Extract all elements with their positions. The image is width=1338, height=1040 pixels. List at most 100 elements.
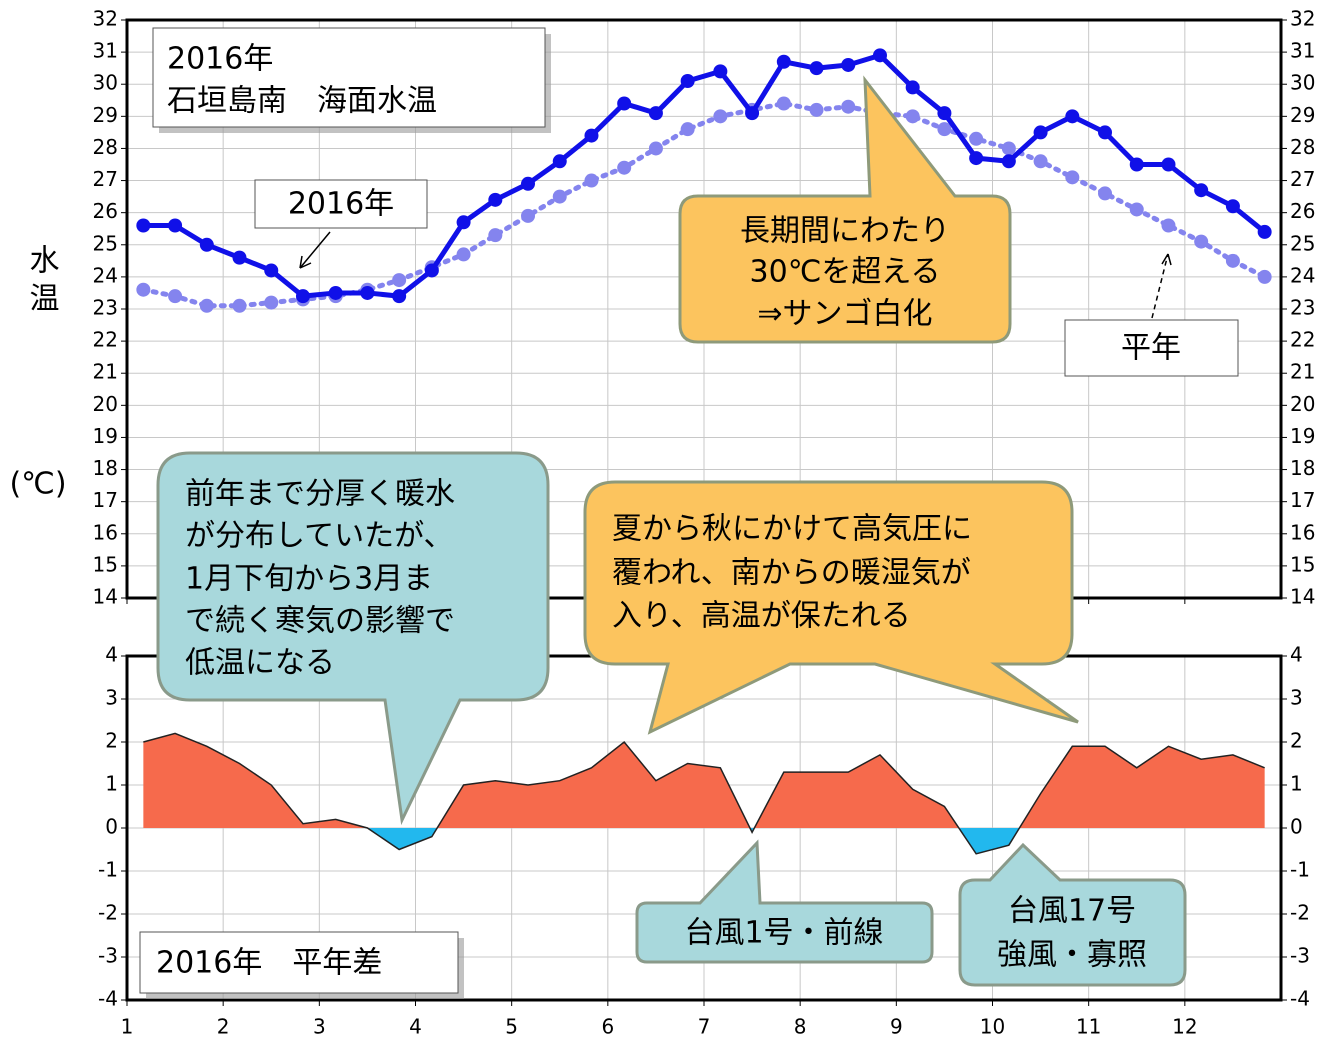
y-tick-label: 26 <box>93 199 118 223</box>
point <box>1001 141 1016 156</box>
y-tick-label: 0 <box>105 815 118 839</box>
y-tick-label: 23 <box>1290 296 1315 320</box>
point <box>1001 154 1016 169</box>
x-tick-label: 5 <box>505 1015 518 1039</box>
y-tick-label: 23 <box>93 296 118 320</box>
callout-text: が分布していたが、 <box>185 519 454 554</box>
point <box>232 250 247 265</box>
y-tick-label: 24 <box>93 263 118 287</box>
y-tick-label: 20 <box>93 392 118 416</box>
y-tick-label: -4 <box>98 987 118 1011</box>
callout-text: 台風17号 <box>1008 894 1136 929</box>
callout-text: 低温になる <box>185 646 335 681</box>
callout <box>958 842 1187 987</box>
point <box>360 285 375 300</box>
point <box>521 208 536 223</box>
point <box>1257 224 1272 239</box>
callout-text: 覆われ、南からの暖湿気が <box>612 556 971 591</box>
y-tick-label: 1 <box>1290 772 1303 796</box>
x-tick-label: 6 <box>601 1015 614 1039</box>
y-tick-label: 31 <box>93 39 118 63</box>
y-tick-label: 1 <box>105 772 118 796</box>
point <box>1129 157 1144 172</box>
point <box>1194 234 1209 249</box>
callout-text: 30℃を超える <box>750 255 941 290</box>
y-tick-label: 28 <box>93 135 118 159</box>
point <box>584 173 599 188</box>
callout-text: 台風1号・前線 <box>684 916 883 951</box>
point <box>1257 269 1272 284</box>
point <box>905 109 920 124</box>
arrow <box>299 231 331 269</box>
x-tick-label: 12 <box>1172 1015 1197 1039</box>
y-tick-label: 31 <box>1290 39 1315 63</box>
callout-text: 入り、高温が保たれる <box>612 599 911 634</box>
y-tick-label: 27 <box>1290 167 1315 191</box>
x-tick-label: 11 <box>1076 1015 1101 1039</box>
point <box>1194 183 1209 198</box>
series-label: 2016年 <box>288 187 394 222</box>
point <box>552 154 567 169</box>
y-tick-label: 4 <box>1290 643 1303 667</box>
callout-text: 強風・寡照 <box>997 938 1147 973</box>
point <box>584 128 599 143</box>
y-tick-label: 19 <box>1290 424 1315 448</box>
callout <box>156 451 550 826</box>
area-outline <box>143 732 1265 855</box>
point <box>1033 125 1048 140</box>
point <box>680 122 695 137</box>
point <box>648 141 663 156</box>
y-tick-label: 24 <box>1290 263 1315 287</box>
label-box <box>1064 319 1239 377</box>
point <box>905 80 920 95</box>
callout-text: で続く寒気の影響で <box>185 604 455 639</box>
point <box>1065 170 1080 185</box>
point <box>713 64 728 79</box>
y-tick-label: 18 <box>93 456 118 480</box>
point <box>809 102 824 117</box>
point <box>168 289 183 304</box>
x-tick-label: 9 <box>890 1015 903 1039</box>
x-tick-label: 2 <box>217 1015 230 1039</box>
point <box>1225 253 1240 268</box>
point <box>809 61 824 76</box>
point <box>776 54 791 69</box>
point <box>264 295 279 310</box>
y-tick-label: -1 <box>1290 858 1310 882</box>
callout <box>635 839 934 964</box>
y-tick-label: 17 <box>1290 488 1315 512</box>
point <box>1098 125 1113 140</box>
point <box>776 96 791 111</box>
y-tick-label: 16 <box>1290 520 1315 544</box>
point <box>456 247 471 262</box>
point <box>745 106 760 121</box>
callout <box>678 75 1012 344</box>
y-tick-label: -4 <box>1290 987 1310 1011</box>
point <box>295 289 310 304</box>
y-tick-label: 0 <box>1290 815 1303 839</box>
y-tick-label: -2 <box>1290 901 1310 925</box>
y-tick-label: -3 <box>1290 944 1310 968</box>
y-tick-label: 20 <box>1290 392 1315 416</box>
point <box>617 160 632 175</box>
callout-text: 夏から秋にかけて高気圧に <box>612 512 972 547</box>
area-positive <box>143 733 1265 828</box>
y-tick-label: 22 <box>1290 328 1315 352</box>
point <box>392 289 407 304</box>
arrow-head <box>1161 253 1172 266</box>
point <box>328 285 343 300</box>
point <box>552 189 567 204</box>
y-tick-label: 14 <box>93 585 118 609</box>
x-tick-label: 3 <box>313 1015 326 1039</box>
point <box>264 263 279 278</box>
y-tick-label: -2 <box>98 901 118 925</box>
arrow-head <box>299 255 312 269</box>
point <box>488 192 503 207</box>
point <box>1161 218 1176 233</box>
point <box>680 74 695 89</box>
callout-text: 1月下旬から3月ま <box>185 562 433 597</box>
x-tick-label: 8 <box>794 1015 807 1039</box>
y-tick-label: 18 <box>1290 456 1315 480</box>
point <box>841 99 856 114</box>
point <box>617 96 632 111</box>
